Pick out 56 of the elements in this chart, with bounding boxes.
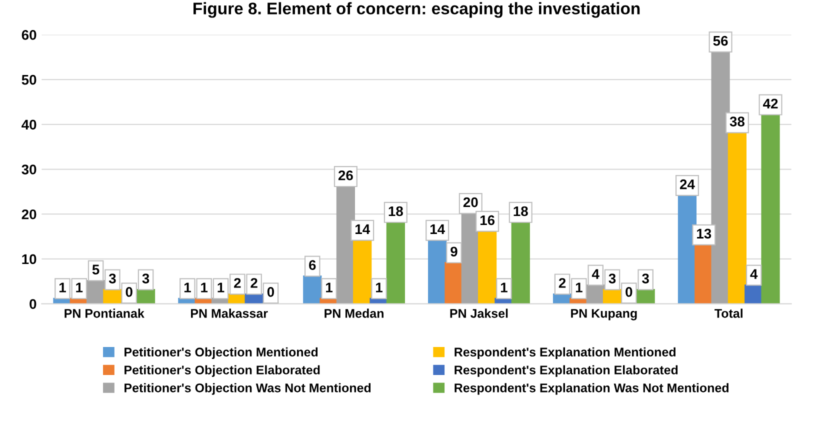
data-label: 9 — [450, 246, 458, 257]
data-label: 3 — [108, 274, 116, 284]
data-label: 5 — [92, 264, 100, 274]
y-tick-label: 10 — [22, 254, 36, 264]
data-label: 1 — [326, 282, 333, 292]
y-tick-label: 0 — [30, 299, 36, 309]
data-label: 1 — [184, 282, 191, 292]
data-label: 18 — [388, 206, 403, 216]
data-label: 0 — [126, 287, 132, 297]
legend-label: Respondent's Explanation Mentioned — [454, 347, 676, 359]
data-label: 1 — [59, 282, 66, 292]
data-label: 13 — [697, 228, 712, 239]
legend-label: Respondent's Explanation Elaborated — [454, 365, 678, 377]
data-label: 38 — [730, 116, 745, 126]
data-label: 2 — [234, 278, 241, 288]
legend-label: Petitioner's Objection Was Not Mentioned — [124, 383, 371, 395]
data-label: 1 — [500, 282, 508, 292]
data-label: 3 — [142, 274, 150, 284]
data-label: 4 — [592, 269, 600, 279]
data-label: 42 — [763, 98, 778, 108]
data-label: 26 — [338, 170, 353, 180]
data-label: 4 — [750, 269, 758, 279]
x-tick-label: PN Pontianak — [64, 308, 144, 318]
y-tick-label: 30 — [22, 164, 36, 174]
data-label: 2 — [558, 278, 566, 288]
x-tick-label: Total — [714, 308, 742, 318]
data-label: 1 — [218, 282, 224, 292]
y-tick-label: 60 — [22, 30, 36, 40]
y-tick-label: 20 — [22, 209, 36, 220]
chart-title: Figure 8. Element of concern: escaping the investigation — [194, 2, 640, 18]
x-tick-label: PN Kupang — [571, 309, 637, 320]
legend-label: Petitioner's Objection Elaborated — [124, 365, 320, 377]
legend-label: Respondent's Explanation Was Not Mentioned — [454, 383, 728, 395]
data-label: 1 — [376, 282, 382, 292]
data-label: 0 — [267, 287, 274, 297]
y-tick-label: 50 — [22, 74, 36, 85]
data-label: 18 — [514, 206, 528, 216]
data-label: 3 — [608, 274, 616, 284]
data-label: 1 — [76, 282, 83, 292]
data-label: 20 — [463, 197, 478, 208]
data-label: 1 — [201, 282, 208, 292]
data-label: 16 — [480, 215, 495, 226]
legend-label: Petitioner's Objection Mentioned — [124, 347, 318, 359]
data-label: 24 — [680, 179, 695, 190]
x-tick-label: PN Makassar — [191, 308, 268, 318]
data-label: 14 — [356, 224, 370, 234]
data-label: 6 — [309, 260, 316, 270]
y-tick-label: 40 — [22, 120, 36, 130]
data-label: 3 — [642, 274, 649, 284]
data-label: 2 — [250, 278, 258, 288]
data-label: 1 — [576, 282, 582, 292]
data-label: 14 — [430, 224, 445, 234]
x-tick-label: PN Jaksel — [450, 308, 508, 318]
data-label: 56 — [713, 36, 728, 46]
data-label: 0 — [626, 287, 632, 297]
x-tick-label: PN Medan — [324, 308, 384, 318]
